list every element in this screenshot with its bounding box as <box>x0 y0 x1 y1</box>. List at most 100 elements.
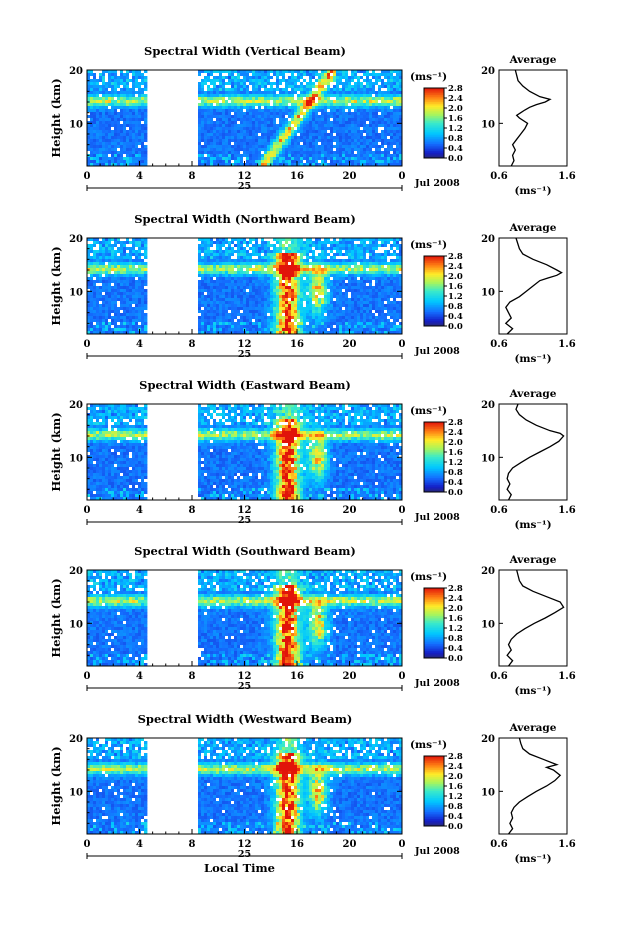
heatmap-cell <box>255 139 259 143</box>
heatmap-cell <box>90 268 94 272</box>
heatmap-cell <box>201 268 205 272</box>
heatmap-cell <box>318 79 322 83</box>
heatmap-cell <box>315 280 319 284</box>
heatmap-cell <box>120 136 124 140</box>
heatmap-cell <box>348 100 352 104</box>
heatmap-cell <box>246 253 250 257</box>
heatmap-cell <box>360 118 364 122</box>
heatmap-cell <box>297 79 301 83</box>
heatmap-cell <box>120 94 124 98</box>
heatmap-cell <box>228 100 232 104</box>
heatmap-cell <box>99 274 103 278</box>
heatmap-cell <box>87 265 91 269</box>
heatmap-cell <box>222 265 226 269</box>
heatmap-cell <box>207 322 211 326</box>
heatmap-cell <box>204 268 208 272</box>
heatmap-cell <box>267 307 271 311</box>
heatmap-cell <box>225 253 229 257</box>
heatmap-cell <box>318 160 322 164</box>
heatmap-cell <box>90 319 94 323</box>
heatmap-cell <box>336 154 340 158</box>
heatmap-cell <box>312 307 316 311</box>
heatmap-cell <box>132 244 136 248</box>
heatmap-cell <box>291 163 295 167</box>
heatmap-cell <box>111 322 115 326</box>
heatmap-cell <box>351 85 355 89</box>
heatmap-cell <box>291 139 295 143</box>
heatmap-cell <box>342 163 346 167</box>
heatmap-cell <box>282 280 286 284</box>
heatmap-cell <box>318 103 322 107</box>
heatmap-cell <box>390 118 394 122</box>
heatmap-cell <box>309 109 313 113</box>
heatmap-cell <box>237 301 241 305</box>
heatmap-cell <box>294 112 298 116</box>
heatmap-cell <box>291 247 295 251</box>
heatmap-cell <box>393 94 397 98</box>
heatmap-cell <box>366 154 370 158</box>
heatmap-cell <box>243 322 247 326</box>
heatmap-cell <box>318 109 322 113</box>
heatmap-cell <box>225 133 229 137</box>
heatmap-cell <box>90 79 94 83</box>
heatmap-cell <box>336 130 340 134</box>
heatmap-cell <box>114 127 118 131</box>
heatmap-cell <box>306 139 310 143</box>
heatmap-cell <box>399 73 403 77</box>
heatmap-cell <box>93 319 97 323</box>
heatmap-cell <box>201 145 205 149</box>
heatmap-cell <box>120 79 124 83</box>
heatmap-cell <box>297 130 301 134</box>
colorbar-tick-label: 0.8 <box>448 134 463 144</box>
heatmap-cell <box>264 136 268 140</box>
heatmap-cell <box>228 127 232 131</box>
heatmap-cell <box>87 283 91 287</box>
heatmap-cell <box>303 70 307 74</box>
heatmap-cell <box>384 85 388 89</box>
heatmap-cell <box>381 97 385 101</box>
heatmap-cell <box>312 292 316 296</box>
heatmap-cell <box>222 307 226 311</box>
heatmap-cell <box>321 91 325 95</box>
heatmap-cell <box>285 121 289 125</box>
heatmap-cell <box>345 115 349 119</box>
heatmap-cell <box>234 115 238 119</box>
heatmap-cell <box>114 253 118 257</box>
heatmap-cell <box>216 142 220 146</box>
heatmap-cell <box>204 139 208 143</box>
average-title: Average <box>509 54 557 66</box>
heatmap-cell <box>219 145 223 149</box>
heatmap-cell <box>201 121 205 125</box>
heatmap-cell <box>294 94 298 98</box>
heatmap-cell <box>267 79 271 83</box>
heatmap-cell <box>228 130 232 134</box>
heatmap-cell <box>306 118 310 122</box>
heatmap-cell <box>129 256 133 260</box>
heatmap-cell <box>273 265 277 269</box>
heatmap-cell <box>228 262 232 266</box>
heatmap-cell <box>306 148 310 152</box>
heatmap-cell <box>357 148 361 152</box>
heatmap-cell <box>276 319 280 323</box>
heatmap-cell <box>297 145 301 149</box>
heatmap-cell <box>261 130 265 134</box>
heatmap-cell <box>231 160 235 164</box>
heatmap-cell <box>297 328 301 332</box>
heatmap-cell <box>120 277 124 281</box>
heatmap-cell <box>111 319 115 323</box>
heatmap-cell <box>291 289 295 293</box>
heatmap-cell <box>270 238 274 242</box>
heatmap-cell <box>297 256 301 260</box>
heatmap-cell <box>273 130 277 134</box>
heatmap-cell <box>276 268 280 272</box>
heatmap-cell <box>126 145 130 149</box>
heatmap-cell <box>321 250 325 254</box>
heatmap-cell <box>333 103 337 107</box>
heatmap-cell <box>360 154 364 158</box>
heatmap-cell <box>102 301 106 305</box>
heatmap-cell <box>315 259 319 263</box>
heatmap-cell <box>288 148 292 152</box>
heatmap-cell <box>276 160 280 164</box>
heatmap-cell <box>228 109 232 113</box>
heatmap-cell <box>336 103 340 107</box>
